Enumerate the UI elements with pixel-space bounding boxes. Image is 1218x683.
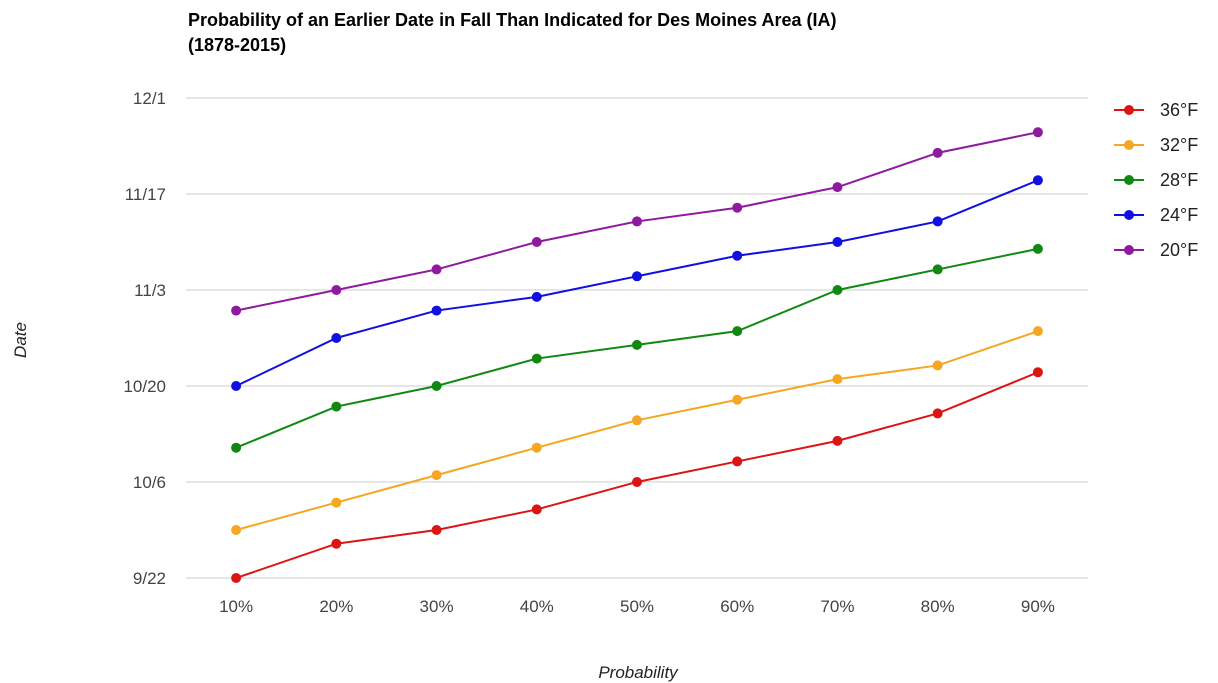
data-point xyxy=(932,264,943,275)
data-point xyxy=(331,538,342,549)
x-tick-label: 40% xyxy=(520,597,554,616)
data-point xyxy=(331,401,342,412)
data-point xyxy=(832,374,843,385)
data-point xyxy=(932,360,943,371)
y-axis-title: Date xyxy=(11,322,30,358)
legend: 36°F 32°F 28°F 24°F 20°F xyxy=(1114,100,1198,260)
x-tick-label: 90% xyxy=(1021,597,1055,616)
data-point xyxy=(531,353,542,364)
data-point xyxy=(632,415,642,426)
y-tick-label: 10/6 xyxy=(133,473,166,492)
legend-swatch-dot xyxy=(1124,210,1134,220)
y-tick-label: 11/17 xyxy=(125,185,166,204)
data-point xyxy=(231,305,242,316)
legend-label: 36°F xyxy=(1160,100,1198,120)
data-point xyxy=(832,237,843,247)
legend-label: 20°F xyxy=(1160,240,1198,260)
data-point xyxy=(1032,326,1043,337)
series-line xyxy=(235,330,1039,531)
chart-subtitle: (1878-2015) xyxy=(188,35,286,55)
data-point xyxy=(231,381,242,391)
x-tick-label: 50% xyxy=(620,597,654,616)
data-point xyxy=(531,291,542,302)
legend-label: 24°F xyxy=(1160,205,1198,225)
data-point xyxy=(431,525,442,535)
legend-label: 28°F xyxy=(1160,170,1198,190)
data-point xyxy=(231,573,242,583)
data-point xyxy=(1032,243,1043,254)
data-point xyxy=(331,285,342,295)
data-point xyxy=(732,202,743,213)
chart-title: Probability of an Earlier Date in Fall T… xyxy=(188,10,836,30)
data-point xyxy=(732,394,743,405)
data-point xyxy=(832,435,843,446)
data-point xyxy=(932,408,943,419)
data-point xyxy=(832,182,843,193)
x-tick-label: 20% xyxy=(319,597,353,616)
data-point xyxy=(331,497,342,508)
series-line xyxy=(235,179,1039,387)
data-point xyxy=(431,305,442,316)
legend-swatch-dot xyxy=(1124,105,1134,115)
data-point xyxy=(331,333,342,343)
y-tick-label: 9/22 xyxy=(133,569,166,588)
data-point xyxy=(932,147,943,158)
data-point xyxy=(531,504,542,515)
x-axis-ticks: 10% 20% 30% 40% 50% 60% 70% 80% 90% xyxy=(219,597,1055,616)
x-tick-label: 60% xyxy=(720,597,754,616)
data-point xyxy=(632,339,642,350)
data-point xyxy=(732,326,743,337)
data-point xyxy=(732,250,743,261)
data-point xyxy=(1032,127,1043,138)
data-point xyxy=(531,442,542,453)
data-point xyxy=(531,237,542,247)
data-point xyxy=(431,264,442,275)
x-tick-label: 30% xyxy=(420,597,454,616)
data-point xyxy=(632,271,642,282)
y-tick-label: 10/20 xyxy=(123,377,166,396)
y-tick-label: 12/1 xyxy=(133,89,166,108)
data-point xyxy=(832,285,843,295)
legend-swatch-dot xyxy=(1124,140,1134,150)
data-point xyxy=(1032,367,1043,378)
x-tick-label: 80% xyxy=(921,597,955,616)
legend-label: 32°F xyxy=(1160,135,1198,155)
data-point xyxy=(632,216,642,227)
data-point xyxy=(431,381,442,391)
x-tick-label: 10% xyxy=(219,597,253,616)
data-point xyxy=(632,477,642,487)
legend-swatch-dot xyxy=(1124,175,1134,185)
data-point xyxy=(1032,175,1043,186)
data-point xyxy=(431,470,442,481)
x-tick-label: 70% xyxy=(820,597,854,616)
x-axis-title: Probability xyxy=(598,663,679,682)
data-point xyxy=(932,216,943,227)
data-point xyxy=(732,456,743,467)
series-lines xyxy=(231,127,1043,583)
legend-swatch-dot xyxy=(1124,245,1134,255)
y-axis-ticks: 9/22 10/6 10/20 11/3 11/17 12/1 xyxy=(123,89,166,588)
data-point xyxy=(231,442,242,453)
data-point xyxy=(231,525,242,535)
y-tick-label: 11/3 xyxy=(134,281,166,300)
